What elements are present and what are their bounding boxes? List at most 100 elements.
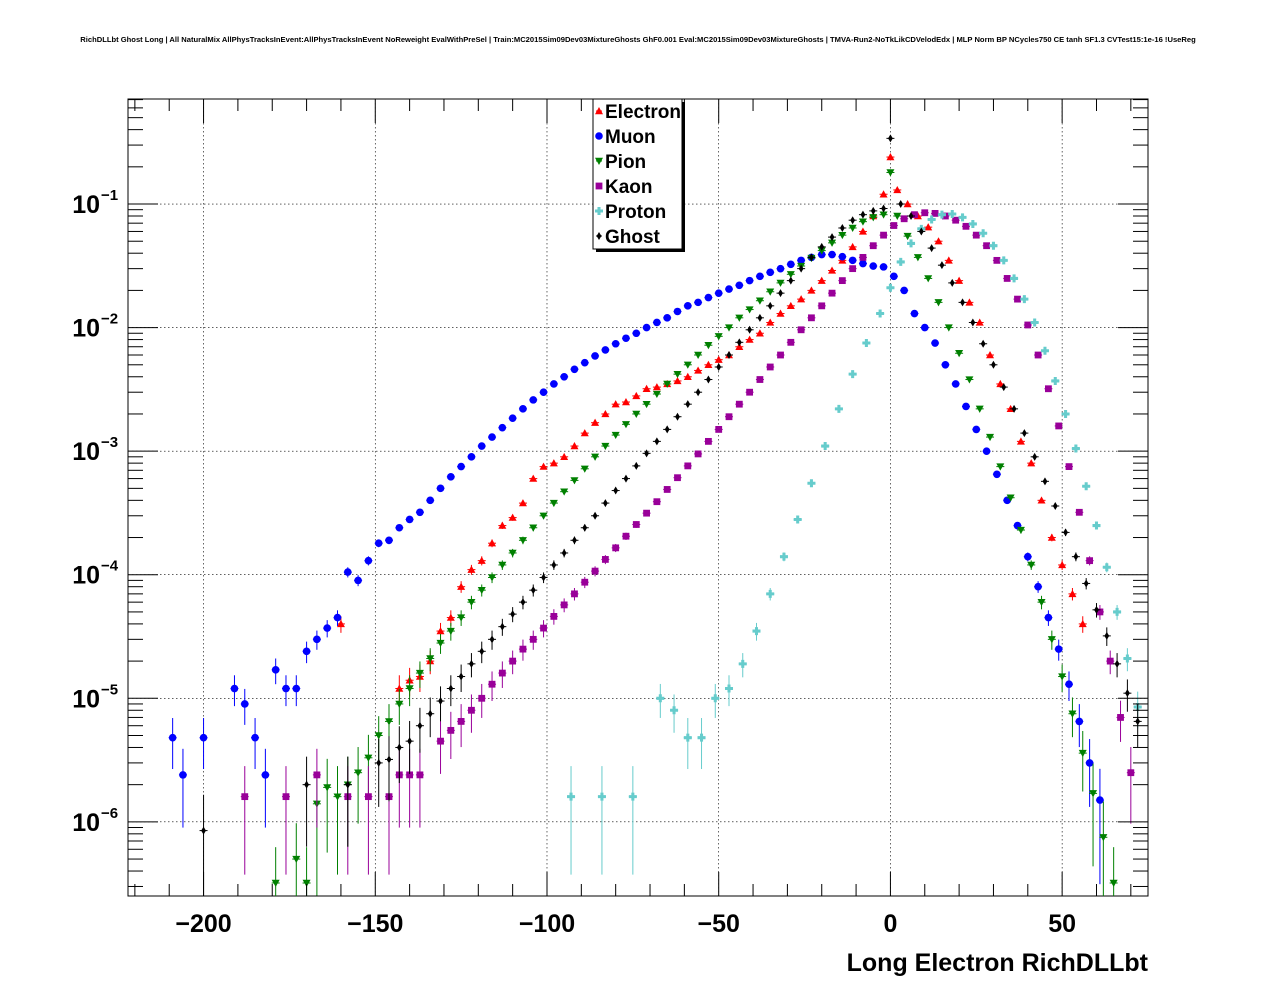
y-tick-label: 10 xyxy=(72,315,100,343)
legend-marker xyxy=(595,132,603,140)
data-point xyxy=(886,169,895,177)
data-point xyxy=(1023,552,1032,561)
data-point xyxy=(965,376,974,384)
data-point xyxy=(1055,422,1063,430)
data-point xyxy=(282,793,290,801)
data-point xyxy=(601,442,610,451)
data-point xyxy=(323,624,331,632)
data-point xyxy=(828,239,837,247)
data-point xyxy=(684,462,692,470)
data-point xyxy=(447,726,455,734)
data-point xyxy=(934,299,943,307)
data-point xyxy=(1016,437,1025,445)
data-point xyxy=(944,256,953,264)
data-point xyxy=(1085,759,1094,767)
data-point xyxy=(632,521,640,528)
y-tick-label: 10 xyxy=(72,685,100,713)
data-point xyxy=(632,329,641,338)
series-pion xyxy=(271,169,1118,896)
data-point xyxy=(241,793,249,801)
y-tick-label: 10 xyxy=(72,809,100,837)
data-point xyxy=(848,370,857,379)
data-point xyxy=(738,659,747,668)
data-point xyxy=(622,334,630,343)
data-point xyxy=(345,780,351,789)
data-point xyxy=(999,256,1008,265)
data-point xyxy=(694,351,703,360)
data-point xyxy=(1001,383,1007,392)
legend-marker xyxy=(595,207,603,215)
data-point xyxy=(601,346,610,354)
data-point xyxy=(508,414,517,422)
y-tick-label-exponent: −4 xyxy=(101,558,119,575)
data-point xyxy=(797,256,805,265)
data-point xyxy=(952,216,960,224)
data-point xyxy=(962,402,970,411)
data-point xyxy=(611,339,620,348)
data-point xyxy=(807,479,816,488)
data-point xyxy=(858,218,867,226)
data-point xyxy=(376,758,382,767)
data-point xyxy=(1058,673,1067,681)
data-point xyxy=(302,647,311,656)
data-point xyxy=(817,247,826,255)
data-point xyxy=(653,318,661,327)
data-point xyxy=(385,536,393,545)
data-point xyxy=(716,362,722,371)
data-point xyxy=(1051,376,1060,385)
data-point xyxy=(628,792,637,801)
data-point xyxy=(1086,557,1094,565)
data-point xyxy=(848,224,857,232)
data-point xyxy=(991,360,996,369)
data-point xyxy=(612,544,620,552)
data-point xyxy=(549,499,558,508)
data-point xyxy=(539,462,548,470)
y-tick-label: 10 xyxy=(72,438,100,466)
data-point xyxy=(621,397,630,406)
data-point xyxy=(488,680,496,688)
data-point xyxy=(918,227,924,236)
data-point xyxy=(1109,879,1118,888)
data-point xyxy=(807,286,816,294)
data-point xyxy=(1003,275,1011,282)
data-point xyxy=(529,635,537,643)
data-point xyxy=(983,242,990,250)
data-point xyxy=(1102,563,1111,572)
data-point xyxy=(972,425,981,434)
data-point xyxy=(436,639,445,648)
data-point xyxy=(839,223,845,232)
data-point xyxy=(1127,769,1135,777)
data-point xyxy=(518,537,527,545)
data-point xyxy=(968,219,977,228)
data-point xyxy=(1058,560,1067,569)
data-point xyxy=(939,261,945,270)
data-point xyxy=(972,231,980,239)
data-point xyxy=(457,614,466,622)
data-point xyxy=(1117,714,1124,721)
data-point xyxy=(1135,717,1141,726)
data-point xyxy=(405,685,414,693)
data-point xyxy=(447,473,455,481)
data-point xyxy=(405,515,414,524)
data-point xyxy=(793,515,802,524)
data-point xyxy=(416,508,424,517)
legend-entry-label: Ghost xyxy=(605,227,661,248)
data-point xyxy=(955,276,964,284)
data-point xyxy=(745,306,754,314)
data-point xyxy=(642,384,651,392)
data-point xyxy=(711,694,720,703)
data-point xyxy=(448,684,454,693)
data-point xyxy=(924,275,933,283)
data-point xyxy=(993,470,1001,479)
data-point xyxy=(787,260,795,269)
data-point xyxy=(561,548,567,557)
data-point xyxy=(570,365,579,374)
data-point xyxy=(1083,579,1089,588)
data-point xyxy=(828,250,836,259)
data-point xyxy=(1073,552,1079,561)
data-point xyxy=(890,222,898,229)
data-point xyxy=(848,242,857,251)
data-point xyxy=(776,264,785,273)
data-point xyxy=(670,706,679,715)
data-point xyxy=(898,200,904,209)
